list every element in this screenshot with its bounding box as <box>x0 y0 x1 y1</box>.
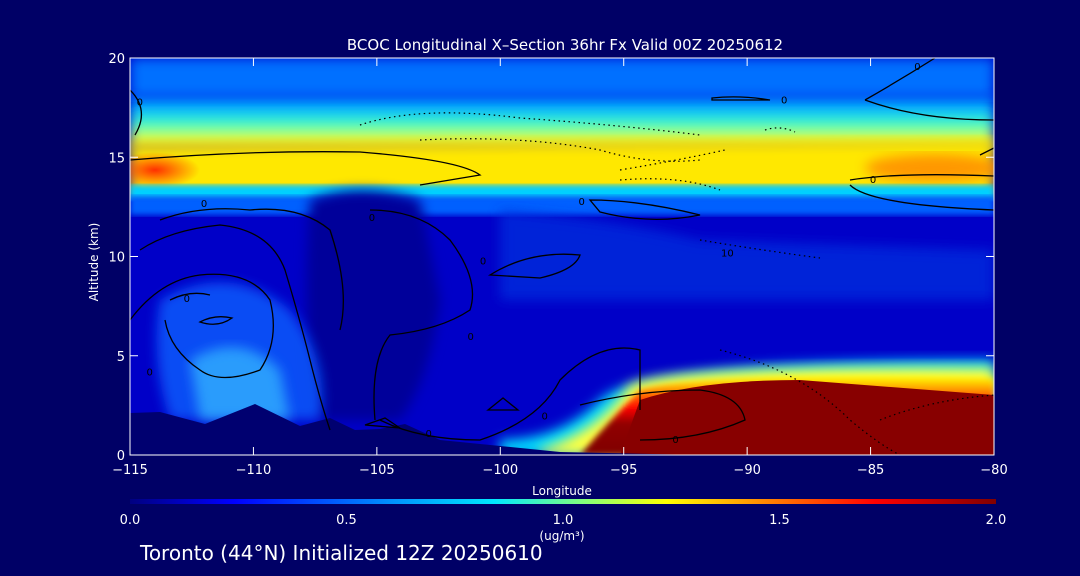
contour-label: 0 <box>914 62 920 73</box>
x-tick-label: −115 <box>112 463 148 478</box>
x-tick-label: −110 <box>236 463 272 478</box>
colorbar-tick-label: 2.0 <box>986 513 1007 528</box>
y-axis-label: Altitude (km) <box>87 223 101 302</box>
contour-label: 0 <box>147 368 153 379</box>
contour-label: 0 <box>672 435 678 446</box>
chart-title: BCOC Longitudinal X–Section 36hr Fx Vali… <box>347 36 783 54</box>
colorbar-tick-label: 1.5 <box>769 513 790 528</box>
contour-label: 0 <box>201 199 207 210</box>
colorbar-tick-label: 0.0 <box>120 513 141 528</box>
y-tick-label: 15 <box>108 151 125 166</box>
colorbar-ticks: 0.0 0.5 1.0 1.5 2.0 <box>120 513 1007 528</box>
contour-label: 0 <box>480 256 486 267</box>
contour-label: 0 <box>184 294 190 305</box>
contour-label: 0 <box>870 175 876 186</box>
y-axis: 0 5 10 15 20 <box>108 52 994 464</box>
y-tick-label: 10 <box>108 251 125 266</box>
x-axis-label: Longitude <box>532 484 592 498</box>
colorbar-tick-label: 0.5 <box>336 513 357 528</box>
y-tick-label: 0 <box>117 449 125 464</box>
contour-label: 10 <box>721 249 734 260</box>
contour-label: 0 <box>426 429 432 440</box>
contour-label: 0 <box>467 332 473 343</box>
contour-label: 0 <box>542 411 548 422</box>
colorbar <box>130 499 996 504</box>
y-tick-label: 5 <box>117 350 125 365</box>
colorbar-tick-label: 1.0 <box>553 513 574 528</box>
contour-lines-solid <box>130 58 994 441</box>
x-tick-label: −105 <box>359 463 395 478</box>
colorbar-unit-label: (ug/m³) <box>539 529 584 543</box>
x-tick-label: −90 <box>733 463 760 478</box>
contour-label: 0 <box>781 96 787 107</box>
footer-caption: Toronto (44°N) Initialized 12Z 20250610 <box>140 541 543 565</box>
x-tick-label: −85 <box>857 463 884 478</box>
heatmap-field <box>130 58 994 455</box>
y-tick-label: 20 <box>108 52 125 67</box>
contour-label: 0 <box>579 197 585 208</box>
contour-label: 0 <box>369 213 375 224</box>
contour-lines-dotted <box>359 112 994 455</box>
x-tick-label: −80 <box>980 463 1007 478</box>
contour-labels: 0 0 0 0 0 0 0 0 0 0 0 0 0 10 0 <box>137 62 921 446</box>
contour-label: 0 <box>137 98 143 109</box>
x-tick-label: −95 <box>610 463 637 478</box>
x-tick-label: −100 <box>482 463 518 478</box>
x-axis: −115 −110 −105 −100 −95 −90 −85 −80 <box>112 58 1008 478</box>
